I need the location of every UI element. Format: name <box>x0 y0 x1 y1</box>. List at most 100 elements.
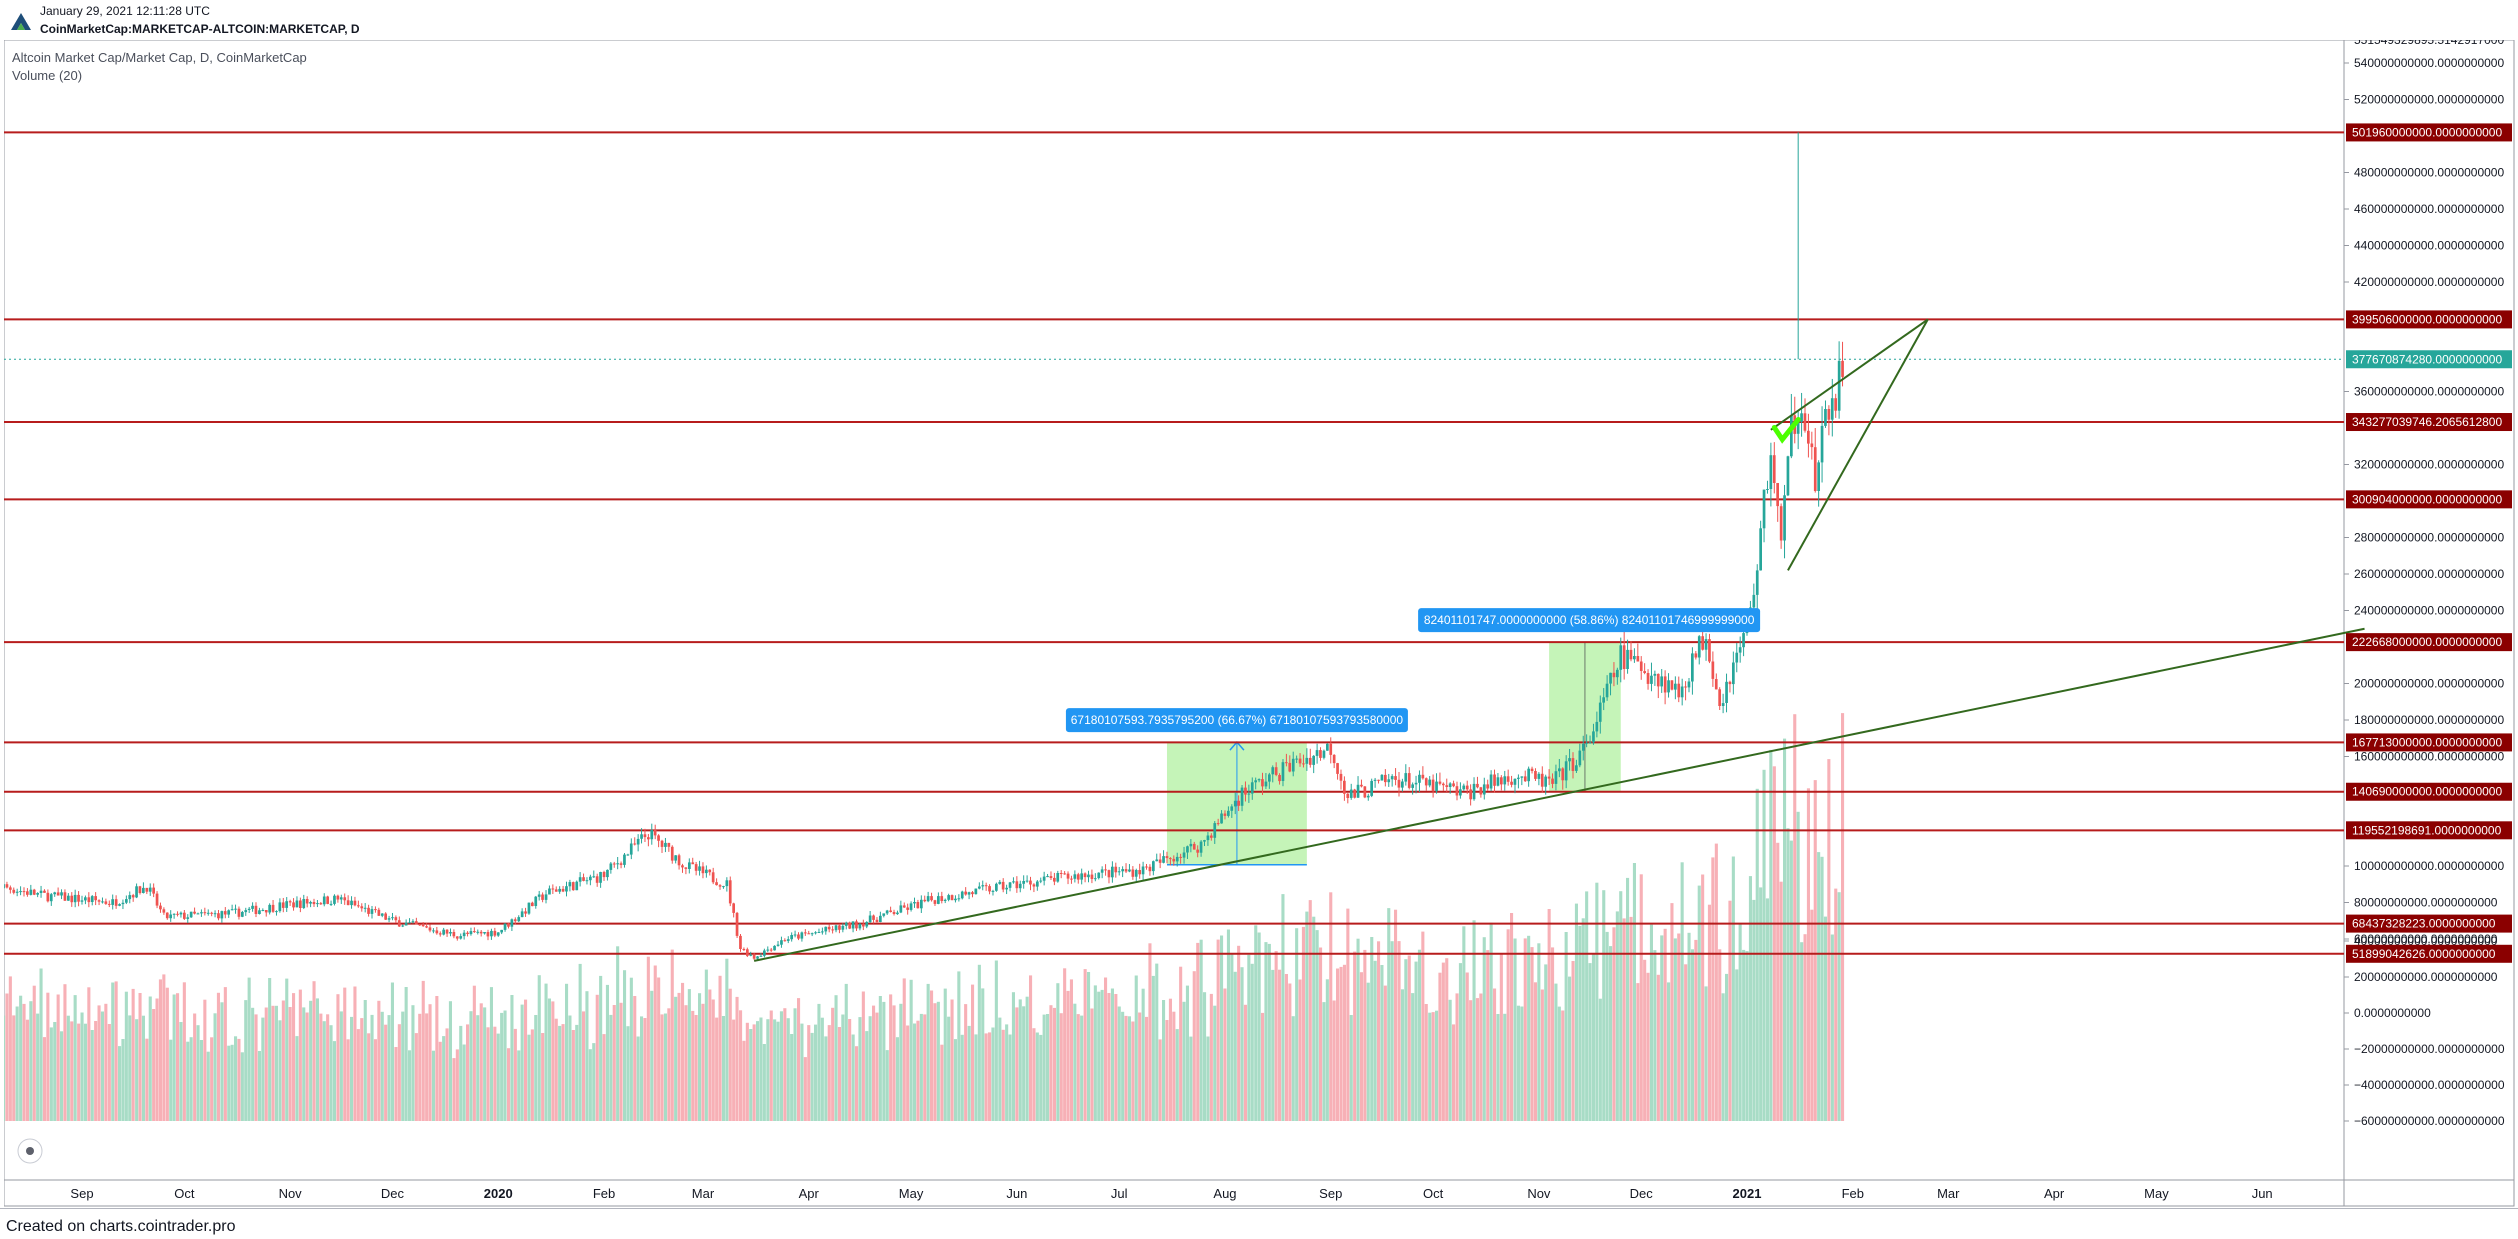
volume-bar <box>408 1050 412 1121</box>
time-axis-label: 2020 <box>484 1186 513 1201</box>
volume-bar <box>660 1014 664 1121</box>
volume-bar <box>128 1015 132 1121</box>
level-axis-tag <box>2346 821 2512 840</box>
candle-body <box>701 866 705 874</box>
candle-body <box>1462 785 1466 790</box>
volume-bar <box>1056 983 1060 1121</box>
volume-bar <box>421 980 425 1121</box>
candle-body <box>1670 680 1674 690</box>
volume-bar <box>1684 964 1688 1121</box>
candle-body <box>135 886 138 898</box>
volume-bar <box>339 1011 343 1121</box>
candle-body <box>507 923 510 927</box>
price-axis-label: 420000000000.0000000000 <box>2354 275 2504 289</box>
candle-body <box>275 911 278 913</box>
candle-body <box>1469 789 1472 800</box>
volume-bar <box>476 1015 480 1121</box>
volume-bar <box>1274 951 1278 1121</box>
volume-bar <box>551 1001 555 1121</box>
candle-body <box>1537 773 1541 779</box>
volume-bar <box>981 988 985 1121</box>
candle-body <box>1711 661 1715 679</box>
candle-body <box>189 911 193 918</box>
chart-canvas[interactable]: 67180107593.7935795200 (66.67%) 67180107… <box>4 40 2518 1210</box>
candle-body <box>223 911 227 915</box>
volume-bar <box>193 1013 197 1121</box>
candle-body <box>950 895 954 901</box>
volume-bar <box>1380 965 1384 1121</box>
volume-bar <box>1329 892 1333 1121</box>
candle-body <box>1790 415 1793 457</box>
volume-bar <box>831 1007 835 1121</box>
volume-bar <box>1820 856 1824 1121</box>
candle-body <box>111 899 114 905</box>
volume-bar <box>988 1032 992 1121</box>
candle-body <box>1578 750 1582 766</box>
volume-bar <box>773 1019 777 1121</box>
volume-bar <box>390 982 394 1121</box>
candle-body <box>718 885 722 887</box>
volume-bar <box>943 988 947 1121</box>
candle-body <box>619 863 623 865</box>
candle-body <box>616 863 619 865</box>
volume-bar <box>1810 909 1814 1121</box>
candle-body <box>196 913 200 915</box>
candle-body <box>1684 686 1687 688</box>
volume-bar <box>77 1023 81 1121</box>
trendline-3[interactable] <box>1770 318 1929 431</box>
volume-bar <box>1752 899 1756 1121</box>
volume-bar <box>4 1015 6 1121</box>
candle-body <box>879 915 882 922</box>
volume-bar <box>493 1026 497 1121</box>
candle-body <box>46 892 50 902</box>
candle-body <box>677 855 681 866</box>
candle-body <box>1059 873 1063 874</box>
chart-border <box>4 40 2515 1207</box>
volume-bar <box>322 1021 326 1121</box>
candle-body <box>599 872 602 883</box>
volume-bar <box>227 1045 231 1121</box>
price-axis-label: −60000000000.0000000000 <box>2354 1114 2505 1128</box>
volume-bar <box>1284 974 1288 1121</box>
volume-bar <box>520 1004 524 1121</box>
candle-body <box>1370 780 1373 796</box>
volume-bar <box>1707 904 1711 1121</box>
candle-body <box>1714 679 1718 690</box>
volume-bar <box>63 984 67 1121</box>
trendline-1[interactable] <box>753 627 2365 962</box>
candle-body <box>1435 781 1438 792</box>
volume-bar <box>411 1005 415 1121</box>
volume-bar <box>104 1003 108 1121</box>
candle-body <box>667 842 671 847</box>
time-axis-label: Mar <box>692 1186 715 1201</box>
candle-body <box>1472 783 1476 800</box>
volume-bar <box>1605 931 1609 1121</box>
volume-bar <box>1192 971 1196 1121</box>
candle-body <box>1575 765 1578 771</box>
candle-body <box>1162 856 1165 863</box>
candle-body <box>1766 489 1769 490</box>
volume-bar <box>1701 874 1705 1121</box>
volume-bar <box>1230 954 1234 1121</box>
trendline-2[interactable] <box>1787 318 1929 571</box>
volume-bar <box>1772 766 1776 1121</box>
level-axis-tag <box>2346 733 2512 752</box>
candle-body <box>735 912 739 936</box>
candle-body <box>1442 783 1445 786</box>
candle-body <box>1694 653 1698 658</box>
volume-bar <box>674 996 678 1121</box>
volume-bar <box>1189 1036 1193 1121</box>
candle-body <box>203 912 207 914</box>
volume-bar <box>1503 1013 1507 1121</box>
volume-bar <box>281 1000 285 1121</box>
volume-bar <box>585 991 589 1121</box>
candle-body <box>868 915 872 923</box>
candle-body <box>1510 781 1513 785</box>
chart-area[interactable]: 67180107593.7935795200 (66.67%) 67180107… <box>4 40 2515 1207</box>
candle-body <box>1070 878 1073 880</box>
candle-body <box>930 896 933 901</box>
candle-body <box>681 865 684 868</box>
level-axis-tag <box>2346 914 2512 933</box>
candle-body <box>1431 779 1435 792</box>
candle-body <box>1145 866 1148 868</box>
